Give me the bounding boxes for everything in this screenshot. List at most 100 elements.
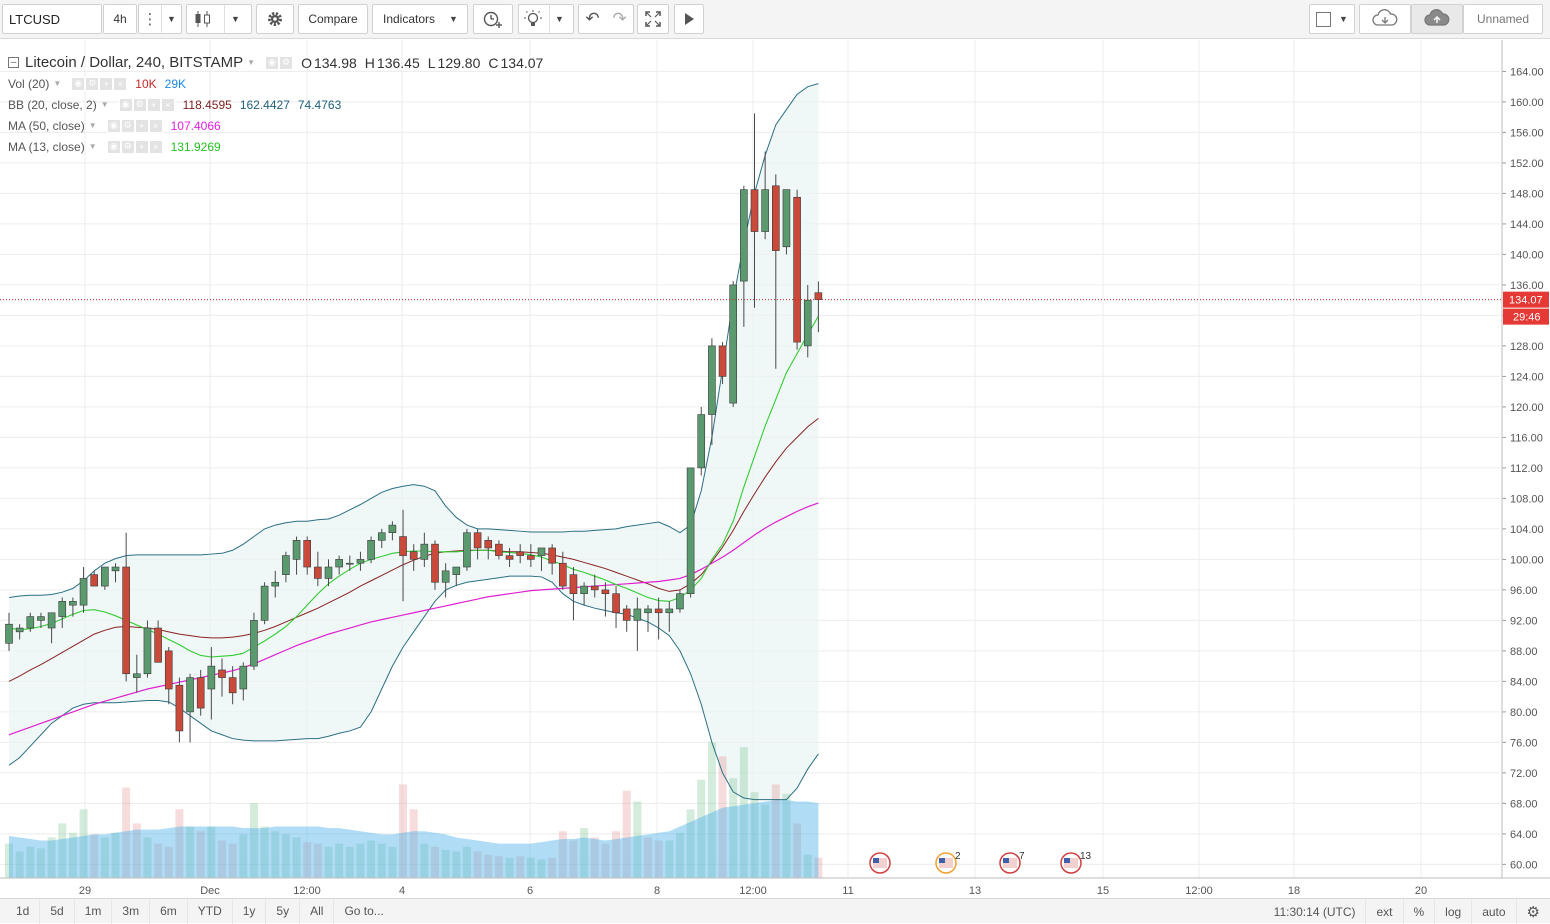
- create-alert-button[interactable]: [473, 4, 513, 34]
- range-1y[interactable]: 1y: [233, 898, 267, 924]
- layout-name-button[interactable]: Unnamed: [1463, 4, 1543, 34]
- volume-bar: [90, 834, 99, 878]
- plus-icon[interactable]: +: [134, 118, 149, 133]
- settings-button[interactable]: [256, 4, 294, 34]
- collapse-icon[interactable]: –: [8, 57, 19, 68]
- indicator-row: MA (50, close) ▼ ◉ ⚙ + × 107.4066: [8, 115, 551, 136]
- candle-body: [250, 620, 258, 667]
- indicators-button[interactable]: Indicators ▼: [372, 4, 468, 34]
- goto-date-button[interactable]: Go to...: [344, 904, 384, 918]
- eye-icon[interactable]: ◉: [106, 118, 121, 133]
- close-icon[interactable]: ×: [148, 139, 163, 154]
- session-ext-button[interactable]: ext: [1365, 899, 1402, 924]
- candle-body: [516, 551, 525, 556]
- volume-bar: [207, 826, 216, 878]
- eye-icon[interactable]: ◉: [71, 76, 86, 91]
- menu-dots-icon: ⋮: [142, 11, 158, 28]
- auto-scale-button[interactable]: auto: [1471, 899, 1515, 924]
- volume-bar: [399, 784, 408, 878]
- indicator-name[interactable]: MA (13, close): [8, 139, 85, 154]
- load-layout-button[interactable]: [1359, 4, 1411, 34]
- symbol-search-input[interactable]: LTCUSD: [2, 4, 102, 34]
- volume-bar: [452, 851, 461, 878]
- plus-icon[interactable]: +: [146, 97, 161, 112]
- volume-bar: [271, 831, 280, 878]
- chevron-down-icon[interactable]: ▼: [88, 121, 97, 130]
- candle-body: [58, 601, 67, 617]
- event-count-badge: 7: [1019, 851, 1025, 862]
- range-ytd[interactable]: YTD: [188, 898, 233, 924]
- ohlc-value: 136.45: [376, 54, 420, 71]
- volume-bar: [431, 846, 439, 878]
- gear-icon[interactable]: ⚙: [120, 139, 135, 154]
- range-3m[interactable]: 3m: [112, 898, 151, 924]
- ideas-button[interactable]: ▼: [518, 4, 574, 34]
- percent-scale-button[interactable]: %: [1402, 899, 1435, 924]
- gear-icon[interactable]: ⚙: [279, 55, 294, 70]
- indicator-value: 162.4427: [239, 97, 290, 112]
- layout-button[interactable]: ▼: [1309, 4, 1355, 34]
- volume-bar: [388, 846, 397, 878]
- ohlc-key: O: [301, 54, 312, 71]
- candle-body: [324, 566, 333, 579]
- chevron-down-icon[interactable]: ▼: [100, 100, 109, 109]
- candle-body: [601, 589, 610, 595]
- range-1m[interactable]: 1m: [75, 898, 113, 924]
- chart-area[interactable]: 2 7 13 164.00 160.00 156.00 152.00 148.00 144.0…: [0, 40, 1550, 898]
- undo-icon[interactable]: ↶: [585, 9, 600, 28]
- close-icon[interactable]: ×: [160, 97, 175, 112]
- indicator-legend-rows: Vol (20) ▼ ◉ ⚙ + × 10K 29K BB (20, close, 2) ▼ ◉ ⚙ +…: [8, 73, 551, 157]
- indicator-name[interactable]: MA (50, close): [8, 118, 85, 133]
- range-5d[interactable]: 5d: [40, 898, 75, 924]
- interval-menu-button[interactable]: ⋮ ▼: [138, 4, 182, 34]
- candle-body: [558, 562, 567, 587]
- interval-selector[interactable]: 4h: [103, 4, 137, 34]
- gear-icon[interactable]: ⚙: [1515, 899, 1550, 924]
- ohlc-value: 129.80: [437, 54, 481, 71]
- cloud-download-icon: [1372, 9, 1398, 26]
- eye-icon[interactable]: ◉: [265, 55, 280, 70]
- chart-legend: – Litecoin / Dollar, 240, BITSTAMP ▼ ◉ ⚙…: [8, 52, 551, 157]
- plus-icon[interactable]: +: [134, 139, 149, 154]
- candle-body: [505, 555, 514, 560]
- fullscreen-button[interactable]: [637, 4, 669, 34]
- redo-icon[interactable]: ↷: [612, 9, 627, 28]
- volume-bar: [239, 834, 248, 878]
- candle-body: [750, 189, 759, 232]
- close-icon[interactable]: ×: [113, 76, 128, 91]
- candle-body: [164, 650, 173, 690]
- volume-bar: [548, 857, 557, 878]
- candle-body: [292, 540, 301, 560]
- time-tick-label: 29: [79, 885, 91, 897]
- gear-icon[interactable]: ⚙: [120, 118, 135, 133]
- volume-bar: [409, 809, 418, 878]
- replay-button[interactable]: [674, 4, 704, 34]
- indicator-name[interactable]: BB (20, close, 2): [8, 97, 97, 112]
- chart-style-button[interactable]: ▼: [186, 4, 252, 34]
- indicator-name[interactable]: Vol (20): [8, 76, 50, 91]
- price-chart[interactable]: 2 7 13 164.00 160.00 156.00 152.00 148.00 144.0…: [0, 40, 1550, 898]
- chevron-down-icon: ▼: [231, 14, 240, 24]
- close-icon[interactable]: ×: [148, 118, 163, 133]
- candle-body: [633, 608, 642, 621]
- eye-icon[interactable]: ◉: [118, 97, 133, 112]
- compare-button[interactable]: Compare: [298, 4, 368, 34]
- time-tick-label: 12:00: [1185, 885, 1213, 897]
- eye-icon[interactable]: ◉: [106, 139, 121, 154]
- volume-bar: [260, 826, 269, 878]
- gear-icon[interactable]: ⚙: [85, 76, 100, 91]
- chevron-down-icon[interactable]: ▼: [53, 79, 62, 88]
- range-all[interactable]: All: [300, 898, 335, 924]
- range-1d[interactable]: 1d: [0, 898, 41, 924]
- gear-icon[interactable]: ⚙: [132, 97, 147, 112]
- save-layout-button[interactable]: [1411, 4, 1463, 34]
- range-6m[interactable]: 6m: [150, 898, 188, 924]
- legend-buttons: ◉ ⚙: [265, 55, 294, 70]
- indicators-label: Indicators: [383, 12, 436, 26]
- log-scale-button[interactable]: log: [1434, 899, 1471, 924]
- cloud-upload-icon: [1424, 9, 1450, 26]
- plus-icon[interactable]: +: [99, 76, 114, 91]
- range-5y[interactable]: 5y: [266, 898, 301, 924]
- chevron-down-icon[interactable]: ▼: [88, 142, 97, 151]
- chevron-down-icon[interactable]: ▼: [247, 58, 256, 67]
